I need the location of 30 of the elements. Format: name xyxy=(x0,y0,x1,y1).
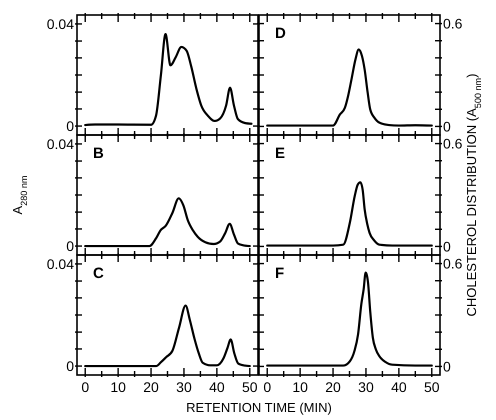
y-tick-label: 0.6 xyxy=(443,15,463,32)
x-tick-label: 0 xyxy=(263,379,272,395)
x-tick-label: 10 xyxy=(110,379,126,395)
text: C xyxy=(93,265,104,282)
text: F xyxy=(275,265,284,282)
y-tick-label: 0.04 xyxy=(46,16,74,32)
y-tick-label: 0.04 xyxy=(46,136,74,152)
y-tick-label: 0 xyxy=(443,118,451,134)
y-tick-label: 0 xyxy=(66,358,74,374)
y-tick-label: 0.6 xyxy=(443,255,463,272)
text: E xyxy=(275,145,286,162)
x-tick-label: 50 xyxy=(424,379,440,395)
y-tick-label: 0 xyxy=(443,358,451,374)
x-tick-label: 40 xyxy=(391,379,407,395)
x-tick-label: 20 xyxy=(325,379,342,395)
text: B xyxy=(93,145,104,162)
x-axis-title: RETENTION TIME (MIN) xyxy=(186,400,332,415)
x-tick-label: 40 xyxy=(209,379,225,395)
y-tick-label: 0 xyxy=(66,118,74,134)
x-tick-label: 20 xyxy=(143,379,160,395)
x-tick-label: 30 xyxy=(176,379,192,395)
x-tick-label: 0 xyxy=(81,379,90,395)
x-tick-label: 10 xyxy=(292,379,308,395)
text: D xyxy=(275,25,286,42)
y-tick-label: 0 xyxy=(66,238,74,254)
x-tick-label: 30 xyxy=(358,379,374,395)
y-tick-label: 0.04 xyxy=(46,256,74,272)
y-tick-label: 0.6 xyxy=(443,135,463,152)
x-tick-label: 50 xyxy=(242,379,258,395)
y-tick-label: 0 xyxy=(443,238,451,254)
